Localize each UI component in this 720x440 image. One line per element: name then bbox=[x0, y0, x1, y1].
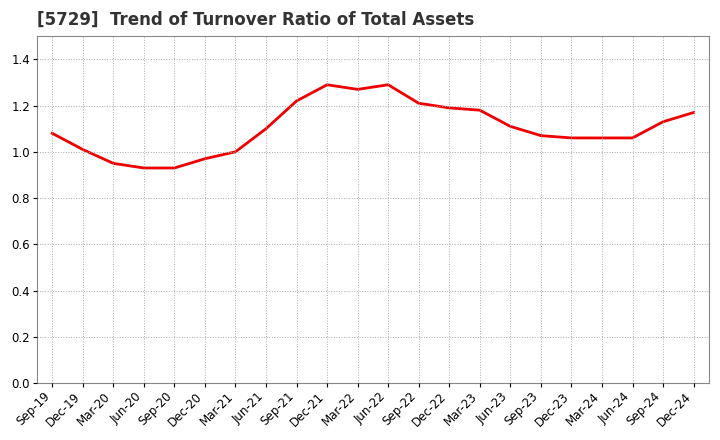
Text: [5729]  Trend of Turnover Ratio of Total Assets: [5729] Trend of Turnover Ratio of Total … bbox=[37, 11, 474, 29]
